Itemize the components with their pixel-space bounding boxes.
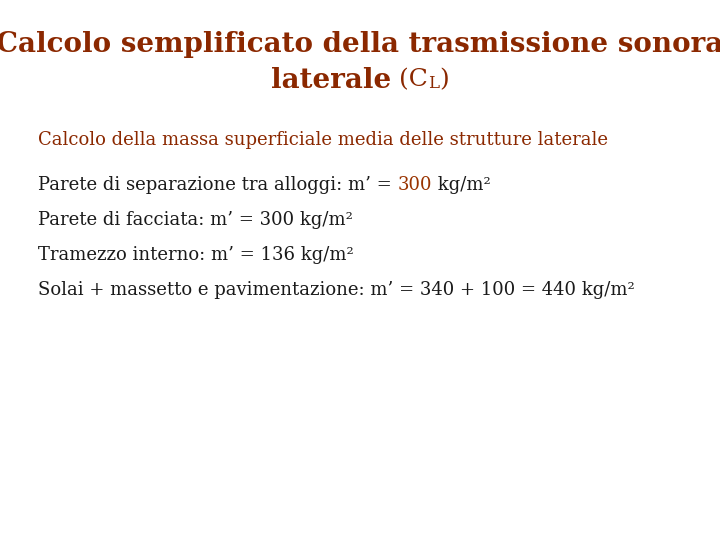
Text: Parete di separazione tra alloggi: m’ =: Parete di separazione tra alloggi: m’ = [38, 176, 397, 194]
Text: Calcolo della massa superficiale media delle strutture laterale: Calcolo della massa superficiale media d… [38, 131, 608, 149]
Text: Parete di facciata: m’ = 300 kg/m²: Parete di facciata: m’ = 300 kg/m² [38, 211, 353, 229]
Text: L: L [428, 76, 439, 92]
Text: Tramezzo interno: m’ = 136 kg/m²: Tramezzo interno: m’ = 136 kg/m² [38, 246, 354, 264]
Text: 300: 300 [397, 176, 432, 194]
Text: Solai + massetto e pavimentazione: m’ = 340 + 100 = 440 kg/m²: Solai + massetto e pavimentazione: m’ = … [38, 281, 635, 299]
Text: laterale: laterale [271, 66, 391, 93]
Text: Calcolo semplificato della trasmissione sonora: Calcolo semplificato della trasmissione … [0, 31, 720, 58]
Text: kg/m²: kg/m² [432, 176, 491, 194]
Text: ): ) [439, 69, 449, 91]
Text: (C: (C [391, 69, 428, 91]
